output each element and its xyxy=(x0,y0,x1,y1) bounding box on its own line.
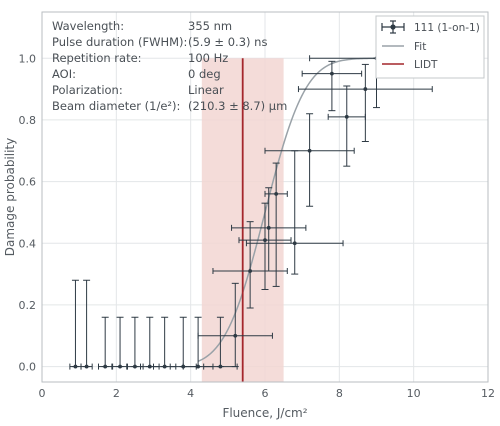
point-marker xyxy=(218,364,223,369)
data-point xyxy=(327,85,366,167)
legend-label-fit: Fit xyxy=(414,41,426,53)
point-marker xyxy=(330,71,334,76)
data-point xyxy=(97,316,113,370)
param-label-pulse-duration: Pulse duration (FWHM): xyxy=(52,35,187,49)
data-point xyxy=(197,282,273,368)
data-point xyxy=(80,279,93,370)
x-tick-label: 8 xyxy=(336,387,343,400)
data-point xyxy=(264,162,288,287)
data-point xyxy=(301,60,363,112)
parameter-block: Wavelength: 355 nm Pulse duration (FWHM)… xyxy=(52,19,287,113)
point-marker xyxy=(307,148,312,153)
param-label-repetition-rate: Repetition rate: xyxy=(52,51,142,65)
x-tick-label: 10 xyxy=(407,387,421,400)
param-label-wavelength: Wavelength: xyxy=(52,19,124,33)
param-value-beam-diameter: (210.3 ± 8.7) µm xyxy=(188,99,287,113)
param-label-aoi: AOI: xyxy=(52,67,76,81)
data-point xyxy=(203,316,238,370)
point-marker xyxy=(84,364,89,369)
point-marker xyxy=(292,241,297,246)
x-tick-label: 0 xyxy=(39,387,46,400)
data-point xyxy=(238,202,292,290)
param-label-polarization: Polarization: xyxy=(52,83,123,97)
point-marker xyxy=(274,192,279,196)
point-marker xyxy=(266,225,271,230)
data-point xyxy=(153,316,177,370)
point-marker xyxy=(118,364,122,369)
point-marker xyxy=(162,364,167,369)
y-tick-label: 0.2 xyxy=(19,299,37,312)
legend-label-series: 111 (1-on-1) xyxy=(414,22,480,34)
point-marker xyxy=(363,87,368,91)
param-value-wavelength: 355 nm xyxy=(188,19,232,33)
y-axis-ticks: 0.0 0.2 0.4 0.6 0.8 1.0 xyxy=(19,52,37,373)
x-tick-label: 6 xyxy=(262,387,269,400)
point-marker xyxy=(103,364,108,369)
data-point xyxy=(231,187,307,272)
x-axis-ticks: 0 2 4 6 8 10 12 xyxy=(39,387,496,400)
x-tick-label: 2 xyxy=(113,387,120,400)
legend: 111 (1-on-1) Fit LIDT xyxy=(375,15,485,79)
param-label-beam-diameter: Beam diameter (1/e²): xyxy=(52,99,180,113)
legend-marker-errorbar xyxy=(381,20,405,34)
legend-label-lidt: LIDT xyxy=(414,59,438,71)
param-value-aoi: 0 deg xyxy=(188,67,221,81)
point-marker xyxy=(233,333,238,338)
point-marker xyxy=(263,238,267,243)
data-point xyxy=(264,113,355,207)
point-marker xyxy=(344,114,349,119)
x-tick-label: 12 xyxy=(481,387,495,400)
x-axis-title: Fluence, J/cm² xyxy=(222,406,307,420)
y-tick-label: 0.4 xyxy=(19,237,37,250)
point-marker xyxy=(196,364,201,369)
y-axis-title: Damage probability xyxy=(3,138,17,256)
data-point xyxy=(212,221,288,309)
point-marker xyxy=(73,364,78,369)
param-value-repetition-rate: 100 Hz xyxy=(188,51,228,65)
y-tick-label: 0.0 xyxy=(19,361,37,374)
param-value-pulse-duration: (5.9 ± 0.3) ns xyxy=(188,35,267,49)
x-tick-label: 4 xyxy=(187,387,194,400)
y-tick-label: 0.8 xyxy=(19,114,37,127)
plot-frame xyxy=(41,11,489,383)
point-marker xyxy=(248,269,253,273)
y-tick-label: 1.0 xyxy=(19,52,37,65)
data-point xyxy=(297,63,433,142)
y-tick-label: 0.6 xyxy=(19,176,37,189)
data-point xyxy=(112,316,128,370)
point-marker xyxy=(133,364,137,369)
param-value-polarization: Linear xyxy=(188,83,224,97)
data-points-layer xyxy=(69,55,444,370)
point-marker xyxy=(147,364,152,369)
